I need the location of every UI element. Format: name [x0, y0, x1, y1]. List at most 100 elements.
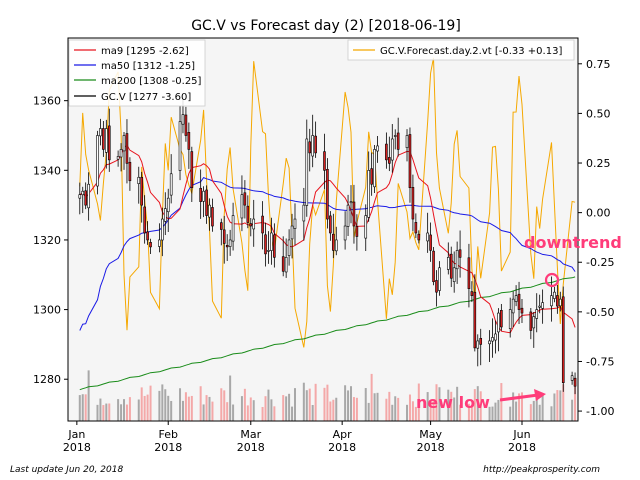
candle-body	[287, 239, 291, 256]
plot-frame	[67, 37, 579, 422]
volume-bar	[252, 400, 255, 421]
candle-body	[169, 173, 173, 196]
volume-bar	[128, 397, 131, 421]
volume-bar	[494, 402, 497, 421]
left-tick-label: 1280	[33, 373, 61, 386]
candle-body	[343, 225, 347, 241]
candle-body	[116, 156, 120, 160]
volume-bar	[261, 406, 264, 421]
volume-bar	[429, 401, 432, 421]
candle-body	[314, 135, 317, 154]
candle-body	[494, 333, 497, 341]
volume-bar	[123, 399, 126, 421]
candle-body	[125, 133, 129, 164]
candle-body	[84, 190, 87, 206]
volume-bar	[520, 392, 523, 421]
x-tick-label-month: Feb	[158, 428, 177, 441]
volume-bar	[347, 390, 350, 421]
volume-bars	[78, 370, 577, 421]
candle-body	[281, 256, 285, 272]
candle-body	[81, 190, 85, 196]
volume-bar	[500, 383, 503, 421]
x-tick-label-year: 2018	[508, 441, 536, 454]
volume-bar	[326, 384, 329, 421]
volume-bar	[223, 390, 226, 421]
volume-bar	[190, 395, 193, 421]
volume-bar	[240, 396, 243, 421]
volume-bar	[205, 395, 208, 421]
candle-body	[355, 226, 359, 237]
candle-body	[352, 201, 356, 227]
candle-body	[163, 208, 167, 222]
annotation-circle-marker	[544, 272, 560, 288]
volume-bar	[574, 385, 577, 421]
volume-bar	[518, 393, 521, 421]
volume-bar	[78, 395, 81, 421]
legend-left-box	[68, 39, 206, 107]
ma200-line	[79, 276, 576, 391]
volume-bar	[158, 390, 161, 421]
volume-bar	[497, 399, 500, 421]
volume-bar	[81, 394, 84, 421]
candle-body	[529, 311, 533, 331]
right-tick-label: -0.25	[586, 256, 614, 269]
candle-body	[473, 291, 477, 349]
candle-body	[511, 298, 515, 314]
candle-body	[556, 295, 559, 307]
candle-body	[432, 250, 435, 283]
volume-bar	[541, 395, 544, 421]
candle-body	[99, 128, 102, 137]
volume-bar	[470, 406, 473, 421]
volume-bar	[509, 406, 512, 421]
x-tick-label-month: Mar	[240, 428, 261, 441]
volume-bar	[229, 375, 232, 421]
volume-bar	[476, 386, 479, 421]
volume-bar	[414, 406, 417, 421]
candle-body	[128, 161, 132, 182]
candle-body	[455, 250, 459, 270]
candle-body	[205, 189, 208, 216]
candle-body	[158, 239, 161, 247]
volume-bar	[450, 391, 453, 421]
right-tick-label: -1.00	[586, 405, 614, 418]
candle-body	[570, 375, 574, 381]
volume-bar	[512, 392, 515, 421]
candle-body	[346, 204, 350, 227]
volume-bar	[538, 404, 541, 421]
left-tick-label: 1360	[33, 95, 61, 108]
candle-body	[181, 114, 185, 125]
candle-body	[302, 204, 306, 222]
volume-bar	[167, 395, 170, 421]
candle-body	[273, 234, 276, 258]
volume-bar	[267, 389, 270, 421]
candle-body	[411, 187, 415, 220]
volume-bar	[417, 383, 420, 421]
volume-bar	[187, 396, 190, 421]
candle-body	[390, 138, 394, 161]
candle-body	[373, 149, 376, 188]
chart-title: GC.V vs Forecast day (2) [2018-06-19]	[191, 18, 461, 34]
candle-body	[393, 135, 397, 137]
candle-body	[140, 176, 143, 206]
candle-body	[178, 121, 182, 171]
x-tick-label-year: 2018	[417, 441, 445, 454]
volume-bar	[373, 393, 376, 421]
volume-bar	[352, 397, 355, 421]
legend-ma50-label: ma50 [1312 -1.25]	[101, 61, 195, 72]
legend-left: ma9 [1295 -2.62] ma50 [1312 -1.25] ma200…	[68, 39, 206, 107]
volume-bar	[232, 404, 235, 421]
candle-body	[326, 168, 329, 220]
volume-bar	[329, 401, 332, 421]
candle-body	[290, 225, 294, 240]
candle-body	[166, 197, 170, 213]
candle-body	[208, 204, 211, 218]
candle-body	[508, 309, 512, 329]
candle-body	[249, 223, 253, 227]
candle-body	[222, 229, 226, 244]
right-axis-ticks: 0.75 0.50 0.25 0.00 -0.25 -0.50 -0.75 -1.00	[578, 58, 614, 418]
volume-bar	[84, 394, 87, 421]
volume-bar	[559, 390, 562, 421]
right-tick-label: -0.50	[586, 306, 614, 319]
volume-bar	[264, 396, 267, 421]
x-tick-label-month: Jan	[67, 428, 85, 441]
